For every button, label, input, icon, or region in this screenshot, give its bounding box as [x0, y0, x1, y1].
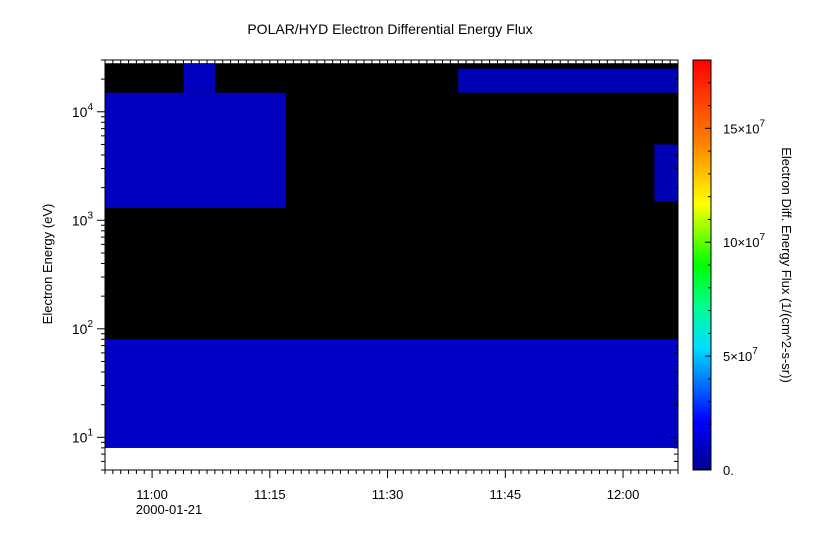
- flux-region-low-energy-band: [105, 339, 678, 448]
- x-axis-ticks: 11:00 11:15 11:30 11:45 12:00: [104, 60, 679, 502]
- colorbar-tick-label: 10×107: [723, 232, 766, 250]
- x-tick-label: 11:00: [136, 487, 168, 502]
- colorbar-tick-label: 5×107: [723, 346, 758, 364]
- y-axis-ticks: 101 102 103 104: [72, 59, 678, 471]
- flux-region-spike: [183, 63, 215, 93]
- x-tick-label: 12:00: [607, 487, 640, 502]
- colorbar-tick-label: 15×107: [723, 118, 766, 136]
- flux-region-right-edge-patch: [654, 144, 678, 202]
- x-tick-label: 11:45: [490, 487, 522, 502]
- plot-area-frame: [104, 59, 679, 471]
- x-tick-label: 11:30: [372, 487, 404, 502]
- colorbar-tick-label: 0.: [723, 463, 734, 478]
- y-axis-label: Electron Energy (eV): [40, 204, 55, 325]
- y-tick-label: 102: [72, 319, 94, 337]
- colorbar-label: Electron Diff. Energy Flux (1/(cm^2-s-sr…: [779, 147, 794, 383]
- flux-region-high-energy-patch-late: [458, 68, 678, 93]
- colorbar-ticks: 0. 5×107 10×107 15×107: [705, 59, 766, 478]
- x-tick-label: 11:15: [254, 487, 286, 502]
- data-layer: [105, 63, 678, 448]
- chart-title: POLAR/HYD Electron Differential Energy F…: [247, 21, 532, 37]
- x-axis-date-label: 2000-01-21: [136, 502, 203, 517]
- y-tick-label: 101: [72, 427, 94, 445]
- y-tick-label: 104: [72, 102, 94, 120]
- y-tick-label: 103: [72, 210, 94, 228]
- flux-region-high-energy-blob: [105, 92, 286, 208]
